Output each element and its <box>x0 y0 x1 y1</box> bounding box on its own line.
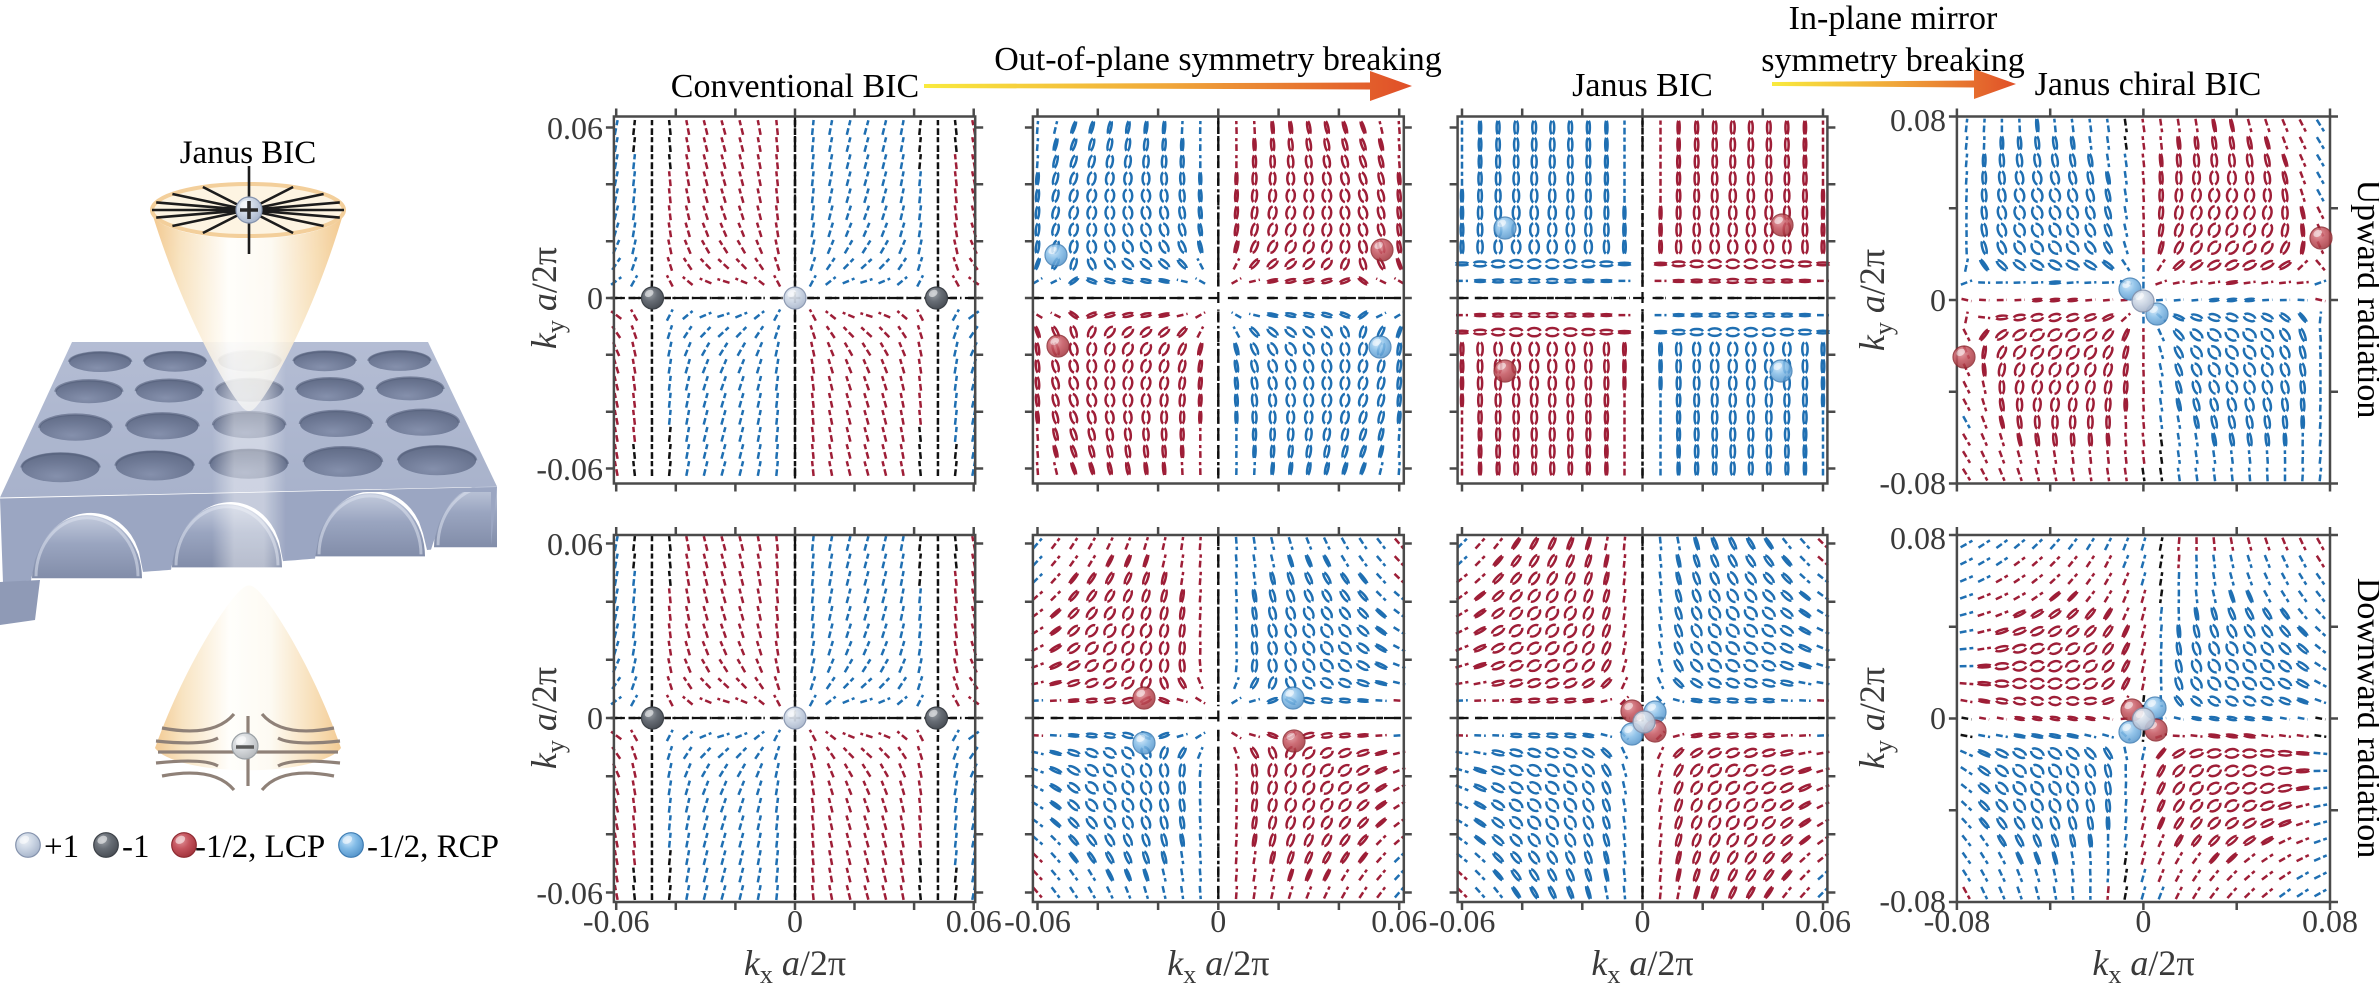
svg-text:0: 0 <box>787 903 803 939</box>
svg-text:0.08: 0.08 <box>1890 102 1946 138</box>
svg-text:Downward radiation: Downward radiation <box>2350 578 2379 858</box>
svg-text:-0.06: -0.06 <box>536 451 603 487</box>
svg-text:0: 0 <box>587 280 603 316</box>
svg-text:Out-of-plane symmetry breaking: Out-of-plane symmetry breaking <box>994 41 1442 78</box>
svg-text:Janus BIC: Janus BIC <box>180 135 317 171</box>
svg-text:0.08: 0.08 <box>1890 520 1946 556</box>
svg-text:-1/2, RCP: -1/2, RCP <box>367 829 499 865</box>
svg-text:0: 0 <box>587 700 603 736</box>
svg-text:ky a/2π: ky a/2π <box>1852 667 1898 769</box>
svg-text:Janus BIC: Janus BIC <box>1572 67 1713 104</box>
svg-text:kx a/2π: kx a/2π <box>1167 943 1269 989</box>
svg-text:ky a/2π: ky a/2π <box>524 247 570 349</box>
svg-text:Upward radiation: Upward radiation <box>2350 180 2379 419</box>
svg-text:-0.08: -0.08 <box>1879 465 1946 501</box>
svg-text:ky a/2π: ky a/2π <box>524 667 570 769</box>
svg-text:+1: +1 <box>44 829 79 865</box>
svg-text:0: 0 <box>1210 903 1226 939</box>
svg-text:-1: -1 <box>122 829 150 865</box>
svg-text:0: 0 <box>1930 282 1946 318</box>
svg-text:0.06: 0.06 <box>547 110 603 146</box>
svg-text:-0.06: -0.06 <box>536 875 603 911</box>
svg-text:Conventional BIC: Conventional BIC <box>671 68 919 105</box>
svg-text:kx a/2π: kx a/2π <box>2092 943 2194 989</box>
svg-text:kx a/2π: kx a/2π <box>744 943 846 989</box>
svg-text:kx a/2π: kx a/2π <box>1591 943 1693 989</box>
svg-text:In-plane mirror: In-plane mirror <box>1789 0 1998 37</box>
svg-text:0: 0 <box>1930 700 1946 736</box>
svg-text:-0.08: -0.08 <box>1879 883 1946 919</box>
svg-text:-1/2, LCP: -1/2, LCP <box>195 829 325 865</box>
svg-text:0: 0 <box>2135 903 2151 939</box>
svg-text:ky a/2π: ky a/2π <box>1852 249 1898 351</box>
svg-text:0.06: 0.06 <box>547 526 603 562</box>
svg-text:0: 0 <box>1635 903 1651 939</box>
svg-text:Janus chiral BIC: Janus chiral BIC <box>2035 66 2262 103</box>
